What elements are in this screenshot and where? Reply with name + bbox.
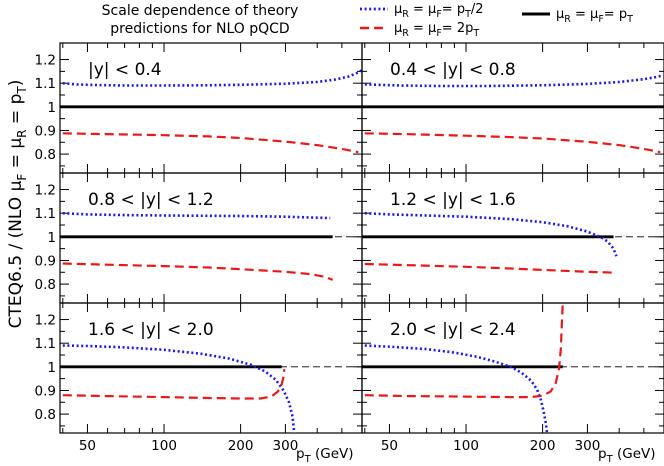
panel-rapidity-label: 0.4 < |y| < 0.8 xyxy=(390,60,516,80)
panel-rapidity-label: |y| < 0.4 xyxy=(88,60,162,80)
y-tick-label: 0.9 xyxy=(35,253,56,269)
y-tick-label: 0.9 xyxy=(35,383,56,399)
panel-grid: 0.8 0.9 1 1.1 1.2 |y| < 0.4 0.4 < |y| < 0.8 0.8… xyxy=(35,42,664,434)
panel-1: 0.8 0.9 1 1.1 1.2 |y| < 0.4 xyxy=(35,42,363,174)
legend: μR = μF= pT/2μR = μF= 2pT μR = μF= pT xyxy=(360,2,633,39)
series-line-dashed xyxy=(62,262,333,281)
panel-6: 2.0 < |y| < 2.4 xyxy=(361,302,664,434)
y-tick-label: 1.1 xyxy=(35,76,56,92)
series-line-dotted xyxy=(62,211,331,220)
x-tick-label: 300 xyxy=(575,438,601,454)
panel-2: 0.4 < |y| < 0.8 xyxy=(361,42,664,174)
series-line-dotted xyxy=(364,74,663,88)
series-line-dotted xyxy=(364,211,618,257)
x-tick-label: 100 xyxy=(151,438,177,454)
y-tick-label: 1 xyxy=(47,230,56,246)
series-line-dashed xyxy=(62,132,359,154)
x-tick-label: 100 xyxy=(453,438,479,454)
x-tick-label: 50 xyxy=(381,438,398,454)
y-tick-label: 1.2 xyxy=(35,53,56,69)
x-tick-label: 50 xyxy=(79,438,96,454)
panel-4: 1.2 < |y| < 1.6 xyxy=(361,172,664,304)
y-tick-label: 1 xyxy=(47,100,56,116)
panel-rapidity-label: 1.2 < |y| < 1.6 xyxy=(390,190,516,210)
y-tick-label: 0.8 xyxy=(35,277,56,293)
y-axis-title: CTEQ6.5 / (NLO μF = μR = pT) xyxy=(6,80,29,329)
y-tick-label: 1.2 xyxy=(35,183,56,199)
panel-3: 0.8 0.9 1 1.1 1.2 0.8 < |y| < 1.2 xyxy=(35,172,363,304)
x-tick-label: 300 xyxy=(273,438,299,454)
series-line-dotted xyxy=(364,344,549,433)
y-tick-label: 1 xyxy=(47,360,56,376)
x-axis-title: pT (GeV) xyxy=(598,446,656,465)
y-tick-label: 0.8 xyxy=(35,147,56,163)
x-tick-label: 200 xyxy=(530,438,556,454)
legend-item-solid: μR = μF= pT xyxy=(522,7,633,25)
y-axis-label: CTEQ6.5 / (NLO μF = μR = pT) xyxy=(6,80,29,329)
legend-item-dashed: μR = μF= 2pT xyxy=(360,21,479,39)
panel-rapidity-label: 1.6 < |y| < 2.0 xyxy=(88,320,214,340)
panel-5: 0.8 0.9 1 1.1 1.2 1.6 < |y| < 2.0 xyxy=(35,302,363,434)
y-tick-label: 0.8 xyxy=(35,407,56,423)
legend-label: μR = μF= pT/2 xyxy=(394,2,484,20)
panel-rapidity-label: 0.8 < |y| < 1.2 xyxy=(88,190,214,210)
y-tick-label: 1.1 xyxy=(35,206,56,222)
series-line-dotted xyxy=(62,69,362,87)
series-line-dashed xyxy=(364,262,617,274)
y-tick-label: 0.9 xyxy=(35,123,56,139)
panel-rapidity-label: 2.0 < |y| < 2.4 xyxy=(390,320,516,340)
series-line-dashed xyxy=(364,132,661,154)
chart-title-line-1: Scale dependence of theory xyxy=(102,3,299,19)
series-line-dashed xyxy=(62,369,286,400)
chart-title-line-2: predictions for NLO pQCD xyxy=(110,21,289,37)
x-tick-label: 200 xyxy=(228,438,254,454)
legend-label: μR = μF= pT xyxy=(556,7,633,25)
y-tick-label: 1.2 xyxy=(35,313,56,329)
legend-item-dotted: μR = μF= pT/2 xyxy=(360,2,484,20)
y-tick-label: 1.1 xyxy=(35,336,56,352)
series-line-dashed xyxy=(364,303,564,399)
legend-label: μR = μF= 2pT xyxy=(394,21,479,39)
x-axis-title: pT (GeV) xyxy=(296,446,354,465)
series-line-dotted xyxy=(62,344,296,433)
